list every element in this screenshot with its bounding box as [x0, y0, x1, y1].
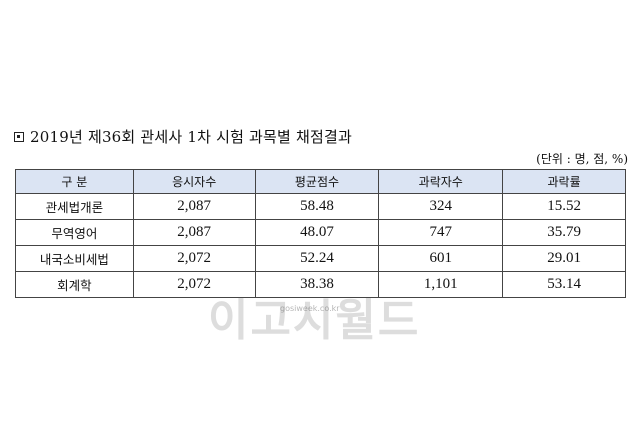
cell-average-score: 58.48	[254, 193, 380, 220]
header-average-score: 평균점수	[254, 169, 380, 194]
table-row: 관세법개론 2,087 58.48 324 15.52	[15, 193, 626, 220]
cell-subject: 내국소비세법	[15, 245, 134, 272]
cell-subject: 회계학	[15, 271, 134, 298]
cell-fail-rate: 53.14	[502, 271, 626, 298]
cell-average-score: 52.24	[254, 245, 380, 272]
cell-subject: 관세법개론	[15, 193, 134, 220]
table-header-row: 구 분 응시자수 평균점수 과락자수 과락률	[15, 169, 626, 194]
cell-applicants: 2,072	[132, 245, 256, 272]
cell-fail-count: 324	[378, 193, 504, 220]
table-row: 회계학 2,072 38.38 1,101 53.14	[15, 271, 626, 298]
cell-fail-rate: 15.52	[502, 193, 626, 220]
header-applicants: 응시자수	[132, 169, 256, 194]
header-category: 구 분	[15, 169, 134, 194]
unit-note: (단위 : 명, 점, %)	[536, 152, 628, 166]
cell-subject: 무역영어	[15, 219, 134, 246]
cell-fail-count: 601	[378, 245, 504, 272]
header-fail-rate: 과락률	[502, 169, 626, 194]
cell-applicants: 2,087	[132, 219, 256, 246]
watermark-logo: 이고시월드	[208, 295, 421, 346]
table-row: 무역영어 2,087 48.07 747 35.79	[15, 219, 626, 246]
cell-average-score: 48.07	[254, 219, 380, 246]
square-bullet-icon	[14, 131, 24, 142]
cell-fail-rate: 35.79	[502, 219, 626, 246]
cell-applicants: 2,087	[132, 193, 256, 220]
cell-fail-count: 747	[378, 219, 504, 246]
document-title: 2019년 제36회 관세사 1차 시험 과목별 채점결과	[14, 126, 352, 147]
watermark-url: gosiweek.co.kr	[280, 304, 340, 313]
table-row: 내국소비세법 2,072 52.24 601 29.01	[15, 245, 626, 272]
header-fail-count: 과락자수	[378, 169, 504, 194]
cell-applicants: 2,072	[132, 271, 256, 298]
results-table: 구 분 응시자수 평균점수 과락자수 과락률 관세법개론 2,087 58.48…	[15, 169, 626, 298]
cell-fail-count: 1,101	[378, 271, 504, 298]
cell-fail-rate: 29.01	[502, 245, 626, 272]
title-text: 2019년 제36회 관세사 1차 시험 과목별 채점결과	[30, 128, 353, 146]
